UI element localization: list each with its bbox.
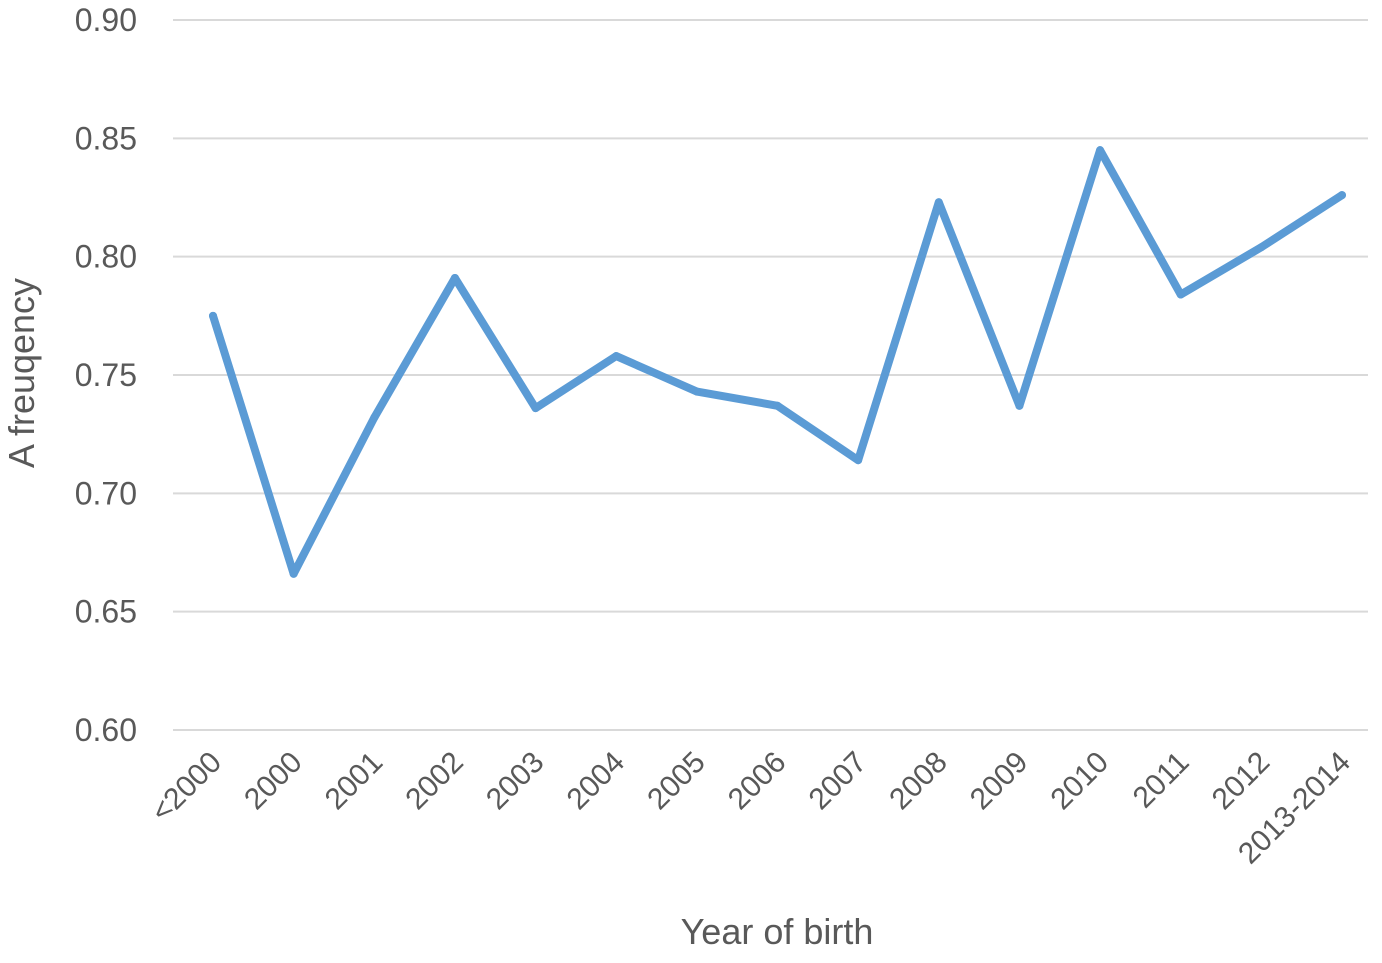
data-point [692,387,701,396]
series-layer [209,146,1346,578]
y-tick-label: 0.85 [75,120,137,156]
data-point [612,352,621,361]
data-point [289,569,298,578]
x-tick-label: 2008 [883,746,954,817]
data-point [370,413,379,422]
data-point [1015,401,1024,410]
y-tick-label: 0.75 [75,357,137,393]
x-tick-label: 2004 [561,746,632,817]
data-point [854,456,863,465]
data-point [934,198,943,207]
data-point [531,404,540,413]
data-point [209,311,217,320]
x-tick-label: 2010 [1044,746,1115,817]
x-tick-label: 2000 [238,746,309,817]
x-tick-label: <2000 [145,746,228,829]
x-tick-label: 2003 [480,746,551,817]
data-point [450,273,459,282]
y-tick-label: 0.90 [75,2,137,38]
data-point [1176,290,1185,299]
x-tick-label: 2011 [1127,746,1196,815]
x-axis-ticks: <2000 2000 2001 2002 2003 2004 2005 2006 2007 200… [145,746,1357,871]
x-tick-label: 2002 [399,746,470,817]
y-tick-label: 0.70 [75,475,137,511]
y-axis-title: A freuqency [1,278,42,468]
data-point [1096,146,1105,155]
x-tick-label: 2009 [964,746,1035,817]
data-point [773,401,782,410]
x-tick-label: 2005 [641,746,712,817]
x-tick-label: 2007 [803,746,874,817]
y-tick-label: 0.80 [75,239,137,275]
data-point [1338,191,1346,200]
y-tick-label: 0.60 [75,712,137,748]
x-tick-label: 2006 [722,746,793,817]
gridlines [173,19,1368,731]
x-tick-label: 2012 [1206,746,1277,817]
x-tick-label: 2001 [319,746,390,817]
data-point [1257,243,1266,252]
y-tick-label: 0.65 [75,594,137,630]
y-axis-ticks: 0.60 0.65 0.70 0.75 0.80 0.85 0.90 [75,2,137,748]
x-axis-title: Year of birth [681,911,874,952]
series-line [209,146,1346,578]
